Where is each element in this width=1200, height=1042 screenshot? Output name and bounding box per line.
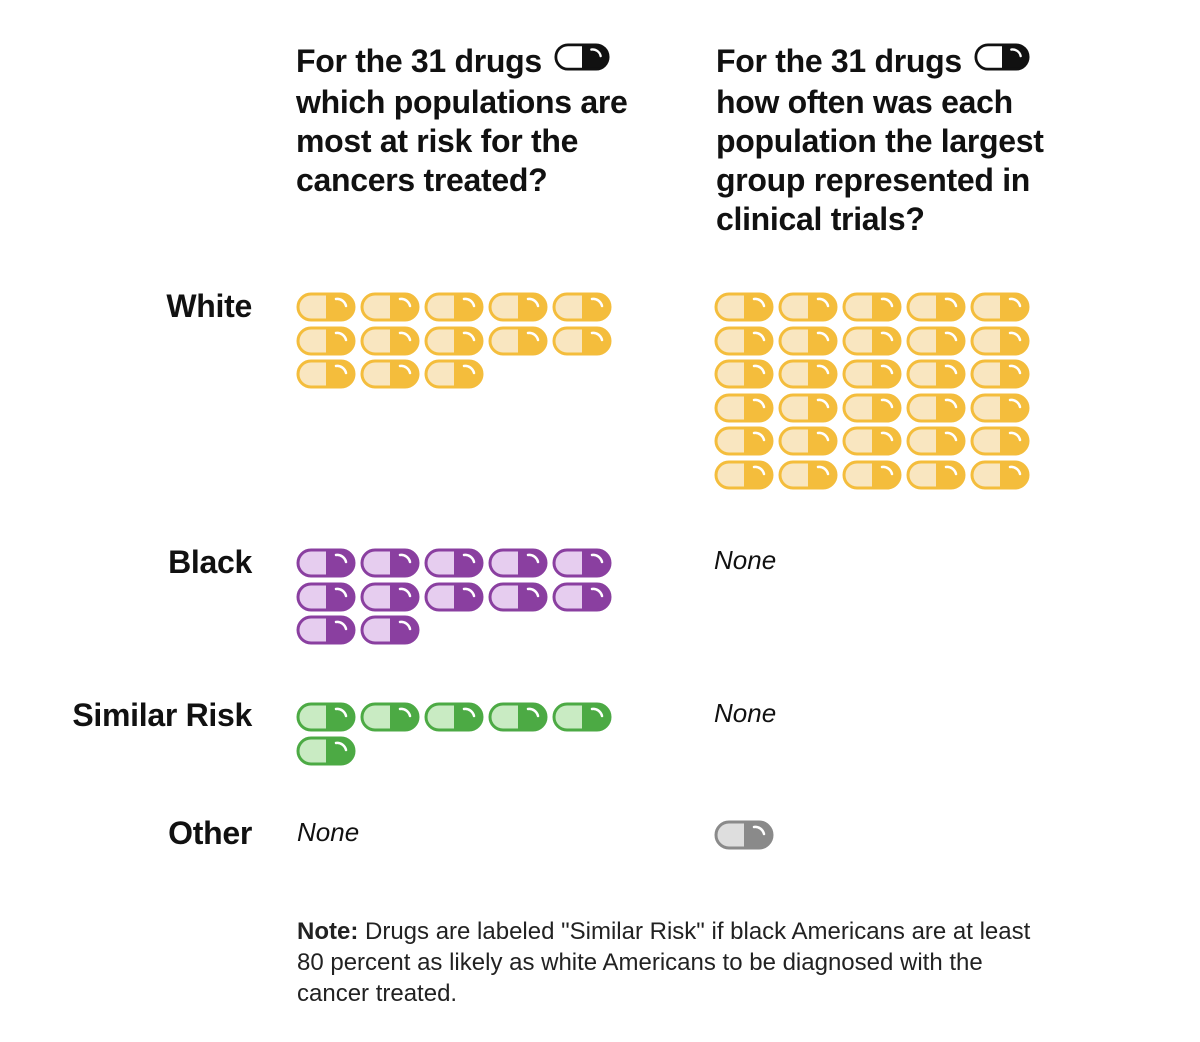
pill-mark-black [296, 615, 356, 650]
pill-mark-white [970, 326, 1030, 361]
pill-mark-white [778, 393, 838, 428]
left-heading-line-3: most at risk for the [296, 123, 579, 160]
pill-mark-white [970, 393, 1030, 428]
none-label-other-risk: None [297, 817, 360, 847]
pill-mark-similar-risk [488, 702, 548, 737]
pill-mark-white [970, 426, 1030, 461]
pill-mark-similar-risk [424, 702, 484, 737]
pill-mark-similar-risk [552, 702, 612, 737]
left-heading-line-4: cancers treated? [296, 162, 548, 199]
pill-mark-similar-risk [296, 702, 356, 737]
pill-mark-black [360, 582, 420, 617]
pill-mark-white [906, 292, 966, 327]
pill-mark-white [970, 460, 1030, 495]
pill-mark-black [552, 548, 612, 583]
pill-mark-black [424, 548, 484, 583]
pill-mark-black [552, 582, 612, 617]
pill-mark-black [296, 548, 356, 583]
pill-mark-white [906, 426, 966, 461]
right-heading-line-2: how often was each [716, 84, 1013, 121]
pill-mark-white [842, 393, 902, 428]
pill-mark-white [906, 393, 966, 428]
pill-icon [554, 41, 610, 80]
pill-mark-white [842, 292, 902, 327]
row-label-other: Other [168, 815, 252, 851]
pill-mark-white [906, 326, 966, 361]
pill-mark-white [906, 460, 966, 495]
pill-mark-white [360, 292, 420, 327]
footnote: Note: Drugs are labeled "Similar Risk" i… [297, 916, 1057, 1009]
pill-mark-similar-risk [360, 702, 420, 737]
pill-mark-white [552, 326, 612, 361]
pill-mark-black [360, 615, 420, 650]
pill-mark-white [296, 326, 356, 361]
pill-mark-white [714, 292, 774, 327]
pill-mark-white [488, 326, 548, 361]
pill-mark-white [488, 292, 548, 327]
right-column-heading: For the 31 drugs how often was each popu… [716, 42, 1044, 239]
pill-mark-black [296, 582, 356, 617]
pill-mark-white [906, 359, 966, 394]
left-heading-line-1: For the 31 drugs [296, 42, 628, 83]
pill-mark-black [424, 582, 484, 617]
right-heading-line-5: clinical trials? [716, 201, 925, 238]
pill-mark-white [714, 393, 774, 428]
row-label-similar-risk: Similar Risk [72, 697, 252, 733]
pill-mark-white [842, 460, 902, 495]
pill-mark-white [424, 359, 484, 394]
pill-mark-other [714, 820, 774, 855]
pill-mark-black [488, 548, 548, 583]
right-heading-line-4: group represented in [716, 162, 1031, 199]
pill-mark-white [714, 326, 774, 361]
pill-mark-white [714, 460, 774, 495]
pill-mark-white [778, 359, 838, 394]
left-column-heading: For the 31 drugs which populations are m… [296, 42, 628, 200]
pill-mark-white [714, 426, 774, 461]
pill-mark-white [424, 326, 484, 361]
pill-mark-white [778, 460, 838, 495]
pill-mark-white [778, 292, 838, 327]
pill-mark-white [778, 326, 838, 361]
footnote-text: Drugs are labeled "Similar Risk" if blac… [297, 918, 1031, 1007]
pill-mark-white [552, 292, 612, 327]
pill-mark-white [778, 426, 838, 461]
footnote-label: Note: [297, 918, 359, 945]
pill-mark-black [488, 582, 548, 617]
pill-mark-white [424, 292, 484, 327]
pill-mark-black [360, 548, 420, 583]
none-label-similar-risk-trials: None [714, 698, 777, 728]
pill-mark-white [360, 359, 420, 394]
pill-mark-white [842, 359, 902, 394]
left-heading-line-2: which populations are [296, 84, 628, 121]
pill-icon [974, 41, 1030, 80]
pill-mark-white [360, 326, 420, 361]
pill-mark-white [296, 359, 356, 394]
none-label-black-trials: None [714, 545, 777, 575]
pill-mark-white [970, 359, 1030, 394]
row-label-white: White [166, 288, 252, 324]
right-heading-line-3: population the largest [716, 123, 1044, 160]
pill-mark-white [842, 326, 902, 361]
pill-mark-white [970, 292, 1030, 327]
right-heading-line-1: For the 31 drugs [716, 42, 1044, 83]
pill-mark-white [842, 426, 902, 461]
row-label-black: Black [168, 544, 252, 580]
pill-mark-white [714, 359, 774, 394]
pill-mark-white [296, 292, 356, 327]
pill-mark-similar-risk [296, 736, 356, 771]
